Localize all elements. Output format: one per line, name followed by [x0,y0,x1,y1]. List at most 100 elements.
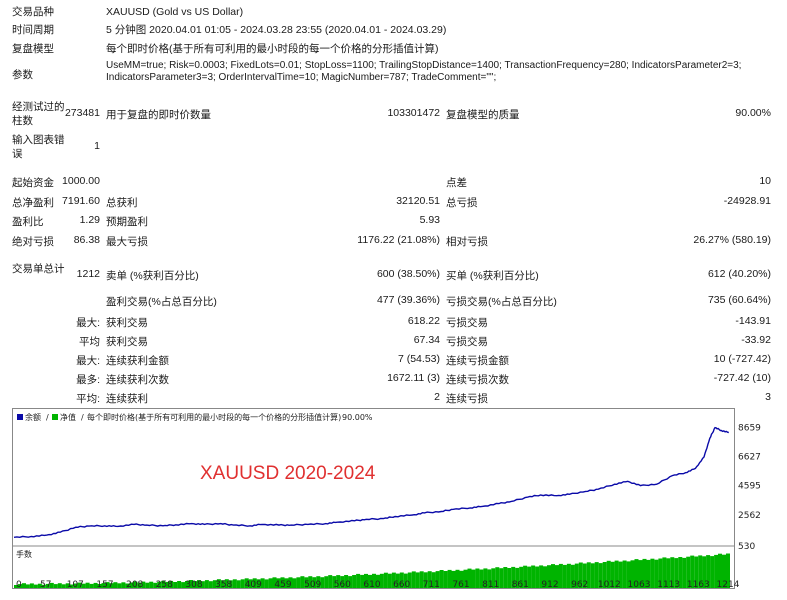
expected-payoff-value: 5.93 [419,214,440,226]
volume-bar [37,583,42,588]
balance-legend-swatch [17,414,23,420]
report-row-period: 时间周期 5 分钟图 2020.04.01 01:05 - 2024.03.28… [0,22,787,38]
volume-bar [634,559,639,588]
chart-errors-value: 1 [94,140,100,152]
profit-factor-value: 1.29 [79,214,100,226]
volume-bar [368,574,372,588]
quality-label: 复盘模型的质量 [446,109,520,121]
avg-cons-win-label: 连续获利 [106,393,148,405]
profit-factor-label: 盈利比 [12,216,44,228]
x-tick-label: 308 [185,580,202,589]
volume-bar [153,582,158,588]
volume-bar [117,583,122,588]
volume-bar [658,558,663,588]
x-tick-label: 1163 [687,580,710,589]
volume-bar [491,568,496,588]
volume-bar [157,581,162,588]
volume-bar [220,580,225,588]
chart-watermark: XAUUSD 2020-2024 [200,463,376,484]
most-cons-win-label: 连续获利次数 [106,374,169,386]
volume-bar [682,557,687,588]
volume-bar [165,581,170,588]
x-tick-label: 1063 [628,580,651,589]
chart-errors-label: 输入图表错误 [12,134,65,160]
volume-bar [618,561,623,588]
ticks-value: 103301472 [387,107,440,119]
header-model-label: 每个即时价格(基于所有可利用的最小时段的每一个价格的分形插值计算) [87,412,341,422]
volume-bar [670,557,675,588]
volume-bar [431,572,436,588]
x-tick-label: 57 [40,580,51,589]
volume-bar [22,583,26,588]
balance-chart: 余额 / 净值 / 每个即时价格(基于所有可利用的最小时段的每一个价格的分形插值… [12,408,776,589]
largest-loss-label: 亏损交易 [446,317,488,329]
volume-bar [626,561,631,588]
chart-header: 余额 / 净值 / 每个即时价格(基于所有可利用的最小时段的每一个价格的分形插值… [17,412,373,422]
x-tick-label: 560 [334,580,351,589]
volume-bar [336,575,341,588]
gross-loss-value: -24928.91 [723,195,771,207]
y-tick-label: 530 [738,542,755,552]
balance-line [13,426,730,539]
volume-bar [399,572,404,588]
volume-bar [121,582,126,588]
x-tick-label: 409 [245,580,262,589]
volume-bar [332,576,337,588]
volume-bar [435,571,440,588]
volume-bar [61,584,66,588]
volume-bar [45,583,50,588]
volume-bar [113,582,118,588]
x-tick-label: 1012 [598,580,621,589]
report-row-params: 参数 [0,67,787,83]
volume-bar [419,571,424,588]
volume-bar [674,558,679,588]
volume-bar [292,578,297,588]
volume-bar [439,570,444,588]
volume-bar [232,579,237,588]
volume-bar [73,583,78,588]
deposit-value: 1000.00 [62,175,100,187]
largest-win-label: 获利交易 [106,317,148,329]
short-trades-value: 600 (38.50%) [376,268,440,280]
x-tick-label: 0 [16,580,22,589]
average-prefix: 平均 [79,336,100,348]
total-trades-label: 交易单总计 [12,263,65,275]
most-cons-win-value: 1672.11 (3) [387,372,440,384]
max-cons-win-label: 连续获利金额 [106,355,169,367]
symbol-label: 交易品种 [12,6,54,18]
max-cons-loss-label: 连续亏损金额 [446,355,509,367]
volume-bar [216,579,221,588]
volume-bar [57,583,62,588]
loss-trades-label: 亏损交易(%占总百分比) [446,296,557,308]
volume-bar [169,580,174,588]
volume-bar [471,569,476,588]
volume-bar [53,584,58,588]
volume-bar [272,577,277,588]
x-tick-label: 761 [452,580,469,589]
abs-drawdown-label: 绝对亏损 [12,236,54,248]
volume-bar [694,556,699,588]
volume-bar [467,568,472,588]
volume-bar [678,557,683,588]
volume-bar [308,576,313,588]
volume-bar [364,573,368,588]
header-separator: / [81,413,84,422]
avg-loss-label: 亏损交易 [446,336,488,348]
volume-bar [312,577,317,588]
x-tick-label: 660 [393,580,410,589]
volume-bar [503,567,508,588]
volume-bar [348,576,353,588]
volume-bar [547,565,551,588]
loss-trades-value: 735 (60.64%) [707,294,771,306]
volume-bar [280,577,285,588]
volume-bar [515,567,520,588]
gross-profit-value: 32120.51 [396,195,440,207]
volume-bar [383,572,388,588]
volume-bar [268,578,273,588]
volume-bar [558,563,563,588]
volume-bar [690,555,695,588]
volume-bar [252,578,257,588]
volume-bar [105,582,110,588]
volume-bar [97,584,102,588]
volume-bar [507,568,512,588]
